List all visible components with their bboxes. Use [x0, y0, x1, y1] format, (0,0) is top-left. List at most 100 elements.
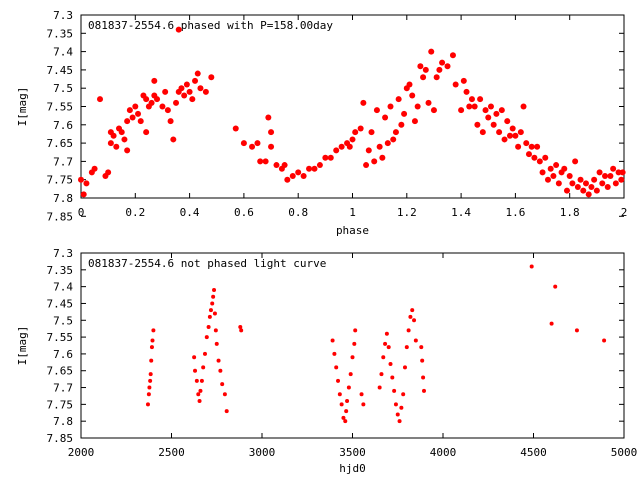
y-tick-label: 7.45 [47, 297, 74, 310]
data-point [332, 351, 337, 356]
x-tick-label: 1.6 [505, 206, 525, 219]
data-point [151, 328, 156, 333]
data-point [422, 66, 429, 73]
data-point [553, 162, 560, 169]
data-point [148, 99, 155, 106]
data-point [555, 180, 562, 187]
y-tick-label: 7.65 [47, 365, 74, 378]
data-point [132, 103, 139, 110]
data-point [207, 314, 212, 319]
data-point [349, 136, 356, 143]
data-point [186, 88, 193, 95]
data-point [197, 85, 204, 92]
chart-panel-0: 0 0.2 0.4 0.6 0.8 1 1.2 1.4 1.6 1.8 2 7.3 7.35 7.4 7.4… [16, 9, 627, 237]
data-point [477, 96, 484, 103]
data-point [390, 136, 397, 143]
data-point [175, 26, 182, 33]
data-point [265, 114, 272, 121]
data-point [539, 169, 546, 176]
x-axis-label: phase [336, 224, 369, 237]
data-point [143, 129, 150, 136]
chart-title: 081837-2554.6 not phased light curve [88, 257, 326, 270]
data-point [173, 99, 180, 106]
data-point [376, 143, 383, 150]
data-point [463, 88, 470, 95]
data-point [363, 162, 370, 169]
data-point [110, 132, 117, 139]
data-point [159, 103, 166, 110]
data-point [425, 99, 432, 106]
data-point [466, 103, 473, 110]
data-point [542, 154, 549, 161]
data-point [563, 187, 570, 194]
y-tick-label: 7.35 [47, 264, 74, 277]
data-point [167, 118, 174, 125]
data-point [619, 169, 626, 176]
data-point [334, 365, 339, 370]
x-axis-label: hjd0 [339, 462, 366, 475]
data-point [414, 103, 421, 110]
data-point [352, 129, 359, 136]
data-point [83, 180, 90, 187]
data-point [569, 180, 576, 187]
y-tick-label: 7.45 [47, 64, 74, 77]
x-tick-label: 1.4 [451, 206, 471, 219]
data-point [433, 74, 440, 81]
y-tick-label: 7.75 [47, 398, 74, 411]
y-tick-label: 7.3 [53, 9, 73, 22]
data-point [208, 74, 215, 81]
y-tick-label: 7.5 [53, 314, 73, 327]
data-point [479, 129, 486, 136]
data-point [210, 301, 215, 306]
data-point [504, 118, 511, 125]
y-axis-label: I[mag] [16, 326, 29, 366]
data-point [517, 129, 524, 136]
x-tick-label: 0.4 [180, 206, 200, 219]
data-point [585, 191, 592, 198]
x-tick-label: 3000 [249, 446, 276, 459]
data-point [105, 169, 112, 176]
data-point [397, 419, 402, 424]
data-point [148, 372, 153, 377]
data-point [399, 405, 404, 410]
data-point [212, 288, 217, 292]
data-point [350, 355, 355, 360]
data-point [143, 96, 150, 103]
data-point [419, 345, 424, 350]
data-point [78, 176, 84, 183]
data-point [359, 392, 364, 397]
data-point [512, 132, 519, 139]
data-point [262, 158, 269, 165]
data-point [468, 96, 475, 103]
data-point [485, 114, 492, 121]
data-point [412, 318, 417, 323]
data-point [610, 165, 617, 172]
data-point [339, 402, 344, 407]
data-point [361, 402, 366, 407]
data-point [566, 173, 573, 180]
data-point [146, 392, 151, 397]
data-point [327, 154, 334, 161]
data-point [409, 92, 416, 99]
data-point [382, 114, 389, 121]
data-point [333, 147, 340, 154]
data-point [341, 415, 346, 420]
data-point [322, 154, 329, 161]
data-point [151, 77, 158, 84]
data-point [471, 103, 478, 110]
data-point [379, 372, 384, 377]
data-point [257, 158, 264, 165]
data-point [413, 338, 418, 343]
data-point [547, 165, 554, 172]
data-point [181, 92, 188, 99]
data-point [577, 176, 584, 183]
data-point [91, 165, 98, 172]
data-point [338, 143, 345, 150]
y-tick-label: 7.5 [53, 82, 73, 95]
data-point [194, 378, 199, 383]
data-point [202, 351, 207, 356]
y-tick-label: 7.4 [53, 46, 73, 59]
data-point [392, 388, 397, 393]
data-point [147, 385, 152, 390]
y-tick-label: 7.8 [53, 192, 73, 205]
